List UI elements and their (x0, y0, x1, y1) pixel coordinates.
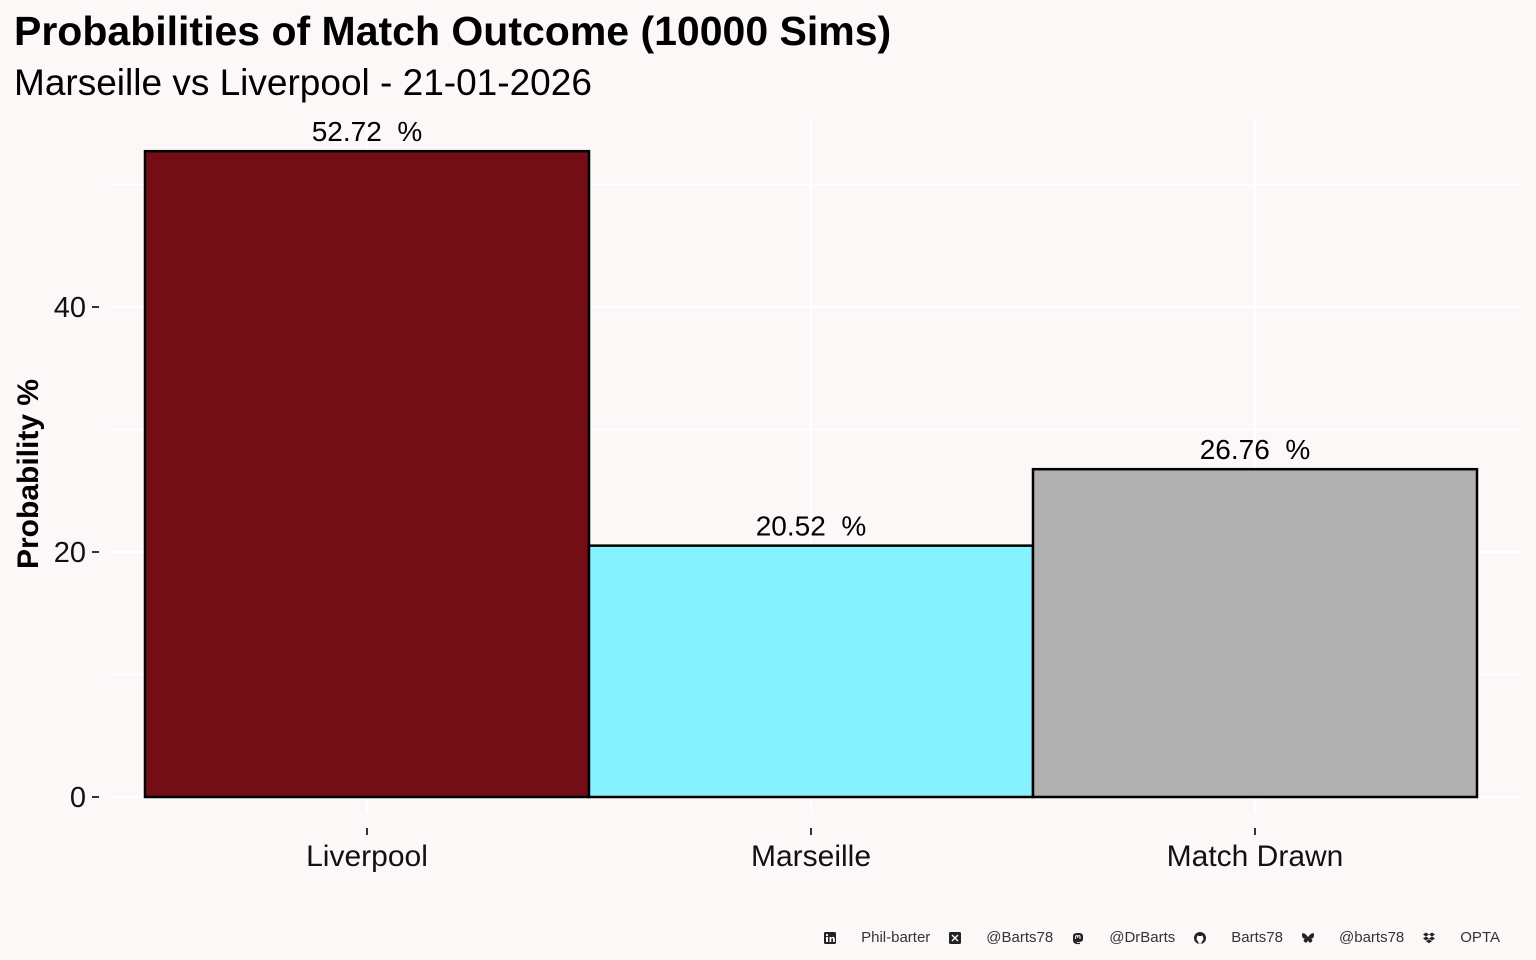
caption-label: Barts78 (1231, 929, 1283, 946)
caption-item-linkedin: Phil-barter (823, 929, 948, 946)
chart-title: Probabilities of Match Outcome (10000 Si… (14, 8, 892, 54)
caption-label: @barts78 (1339, 929, 1405, 946)
bar-liverpool (143, 149, 591, 799)
caption-item-mastodon: @DrBarts (1071, 929, 1193, 946)
data-label: 26.76 % (1200, 434, 1311, 465)
linkedin-icon (824, 931, 837, 944)
dropbox-icon (1423, 932, 1436, 943)
caption-label: @Barts78 (986, 929, 1054, 946)
y-tick-label: 20 (54, 537, 86, 569)
caption-label: Phil-barter (861, 929, 931, 946)
caption-item-bluesky: @barts78 (1301, 929, 1422, 946)
caption-item-x: @Barts78 (948, 929, 1071, 946)
x-tick-label: Liverpool (306, 840, 428, 873)
y-axis-label: Probability % (12, 379, 45, 569)
bar-chart: 0 20 40 Probability % 52.72 % Liverpool 20.52 … (12, 116, 1479, 873)
caption-label: OPTA (1460, 929, 1500, 946)
data-label: 20.52 % (756, 511, 867, 542)
caption-item-github: Barts78 (1193, 929, 1301, 946)
x-tick-label: Marseille (751, 840, 871, 873)
chart-subtitle: Marseille vs Liverpool - 21-01-2026 (14, 62, 592, 103)
y-tick-label: 0 (70, 782, 86, 814)
social-caption: Phil-barter @Barts78 @DrBarts Barts78 @b… (823, 929, 1500, 946)
caption-item-dropbox: OPTA (1422, 929, 1500, 946)
bar-marseille (587, 544, 1035, 799)
x-tick-label: Match Drawn (1167, 840, 1344, 873)
bar-match-drawn (1031, 467, 1479, 799)
mastodon-icon (1073, 932, 1084, 944)
github-icon (1194, 931, 1207, 944)
y-tick-label: 40 (54, 292, 86, 324)
caption-label: @DrBarts (1109, 929, 1176, 946)
bluesky-icon (1302, 932, 1314, 943)
data-label: 52.72 % (312, 116, 423, 147)
x-twitter-icon (949, 931, 962, 944)
